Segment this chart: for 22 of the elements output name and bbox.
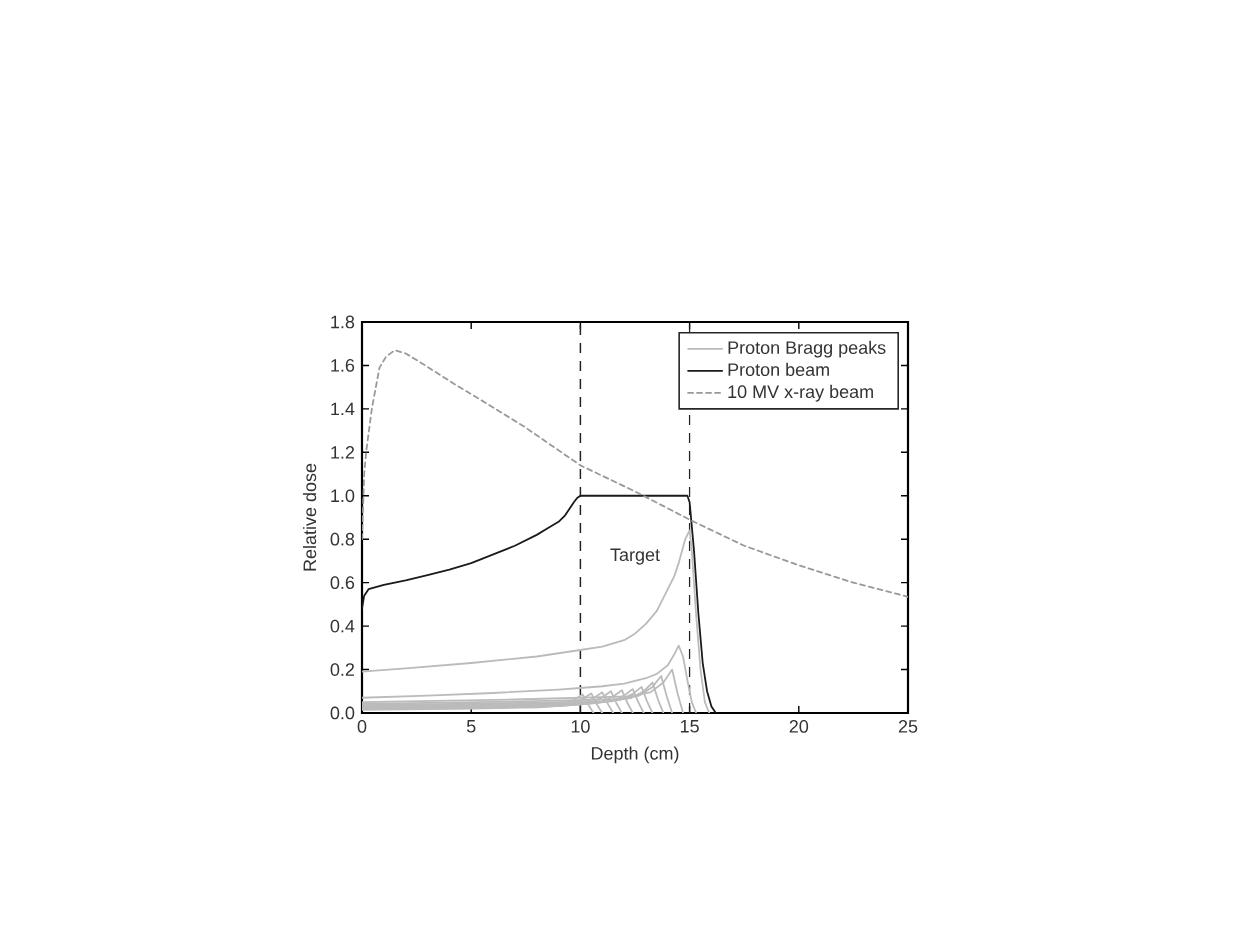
- y-tick-label: 1.4: [331, 402, 355, 416]
- legend-label: Proton beam: [728, 362, 829, 377]
- y-tick-label: 1.8: [331, 315, 355, 329]
- y-tick-label: 0.8: [330, 532, 355, 546]
- y-tick-label: 0.4: [330, 619, 355, 633]
- x-tick-label: 15: [680, 720, 699, 733]
- legend-label: Proton Bragg peaks: [728, 340, 886, 358]
- y-tick-label: 0.0: [330, 706, 355, 720]
- y-tick-label: 1.6: [331, 359, 355, 372]
- x-tick-label: 25: [898, 720, 918, 733]
- annotation: Target: [610, 548, 660, 565]
- y-tick-label: 1.0: [331, 489, 355, 503]
- y-tick-label: 1.2: [331, 446, 355, 459]
- legend-label: 10 MV x-ray beam: [728, 384, 873, 402]
- x-axis-title: Depth (cm): [591, 746, 679, 764]
- y-tick-label: 0.6: [330, 576, 355, 590]
- x-tick-label: 20: [789, 720, 809, 733]
- y-tick-label: 0.2: [330, 663, 355, 676]
- x-tick-label: 0: [357, 720, 367, 733]
- x-tick-label: 10: [571, 720, 590, 733]
- x-tick-label: 5: [466, 720, 476, 733]
- y-axis-title: Relative dose: [302, 463, 317, 571]
